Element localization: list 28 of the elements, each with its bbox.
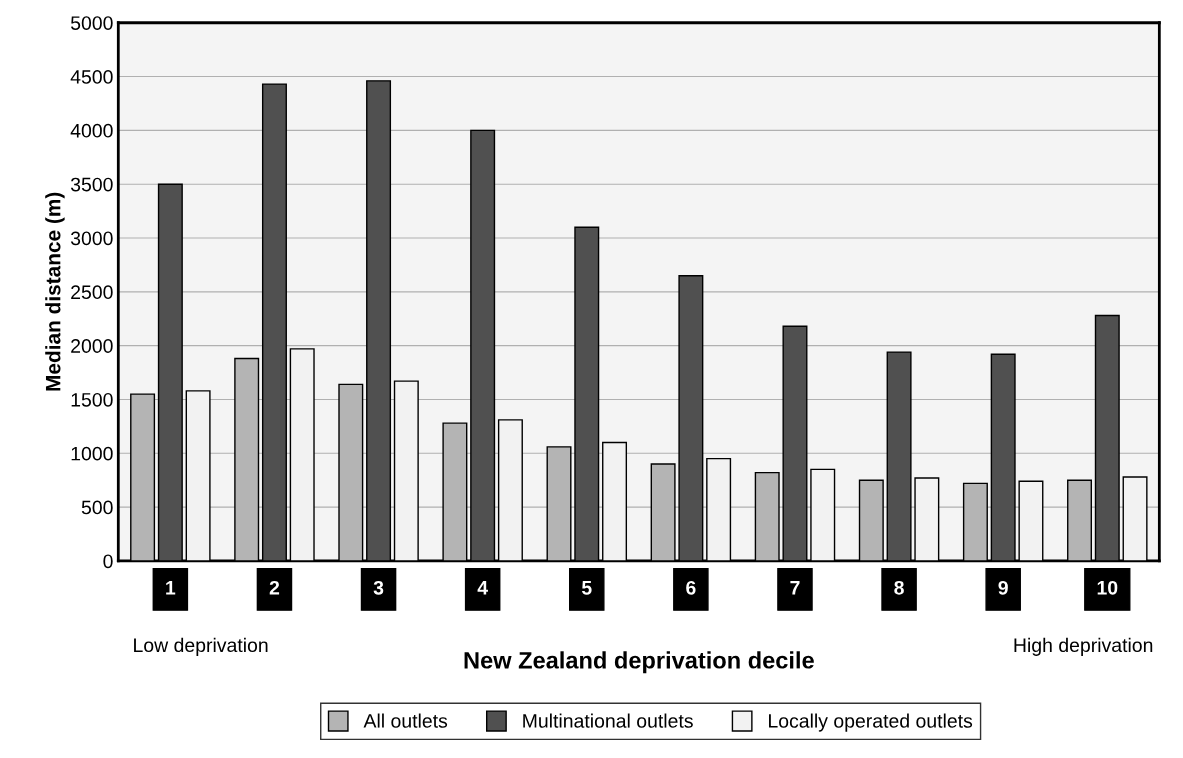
- x-tick-label: 7: [790, 581, 800, 595]
- y-tick-label: 1000: [71, 446, 113, 461]
- y-tick-label: 2500: [71, 285, 113, 300]
- x-tick-label: 10: [1097, 580, 1118, 595]
- y-tick-label: 4000: [70, 123, 113, 138]
- x-axis-title: New Zealand deprivation decile: [464, 651, 814, 674]
- y-axis-title: Median distance (m): [45, 192, 65, 391]
- x-tick-label: 4: [477, 581, 488, 595]
- y-tick-label: 3000: [70, 231, 113, 246]
- y-tick-label: 2000: [71, 339, 113, 353]
- y-tick-label: 0: [103, 554, 113, 569]
- x-tick-label: 8: [894, 580, 904, 595]
- legend-label: Locally operated outlets: [769, 713, 973, 732]
- x-tick-label: 9: [998, 580, 1008, 595]
- x-tick-label: 2: [269, 580, 280, 595]
- y-tick-label: 4500: [70, 70, 113, 84]
- text: Low deprivation: [134, 637, 268, 656]
- y-tick-label: 500: [81, 500, 113, 515]
- x-tick-label: 3: [373, 580, 384, 595]
- x-tick-label: 1: [166, 581, 176, 595]
- text: High deprivation: [1014, 637, 1153, 656]
- y-tick-label: 5000: [70, 16, 113, 30]
- x-tick-label: 6: [686, 580, 696, 595]
- x-tick-label: 5: [581, 581, 592, 595]
- legend-label: Multinational outlets: [523, 713, 693, 728]
- legend-label: All outlets: [363, 713, 448, 728]
- y-tick-label: 3500: [70, 177, 113, 192]
- y-tick-label: 1500: [71, 392, 113, 407]
